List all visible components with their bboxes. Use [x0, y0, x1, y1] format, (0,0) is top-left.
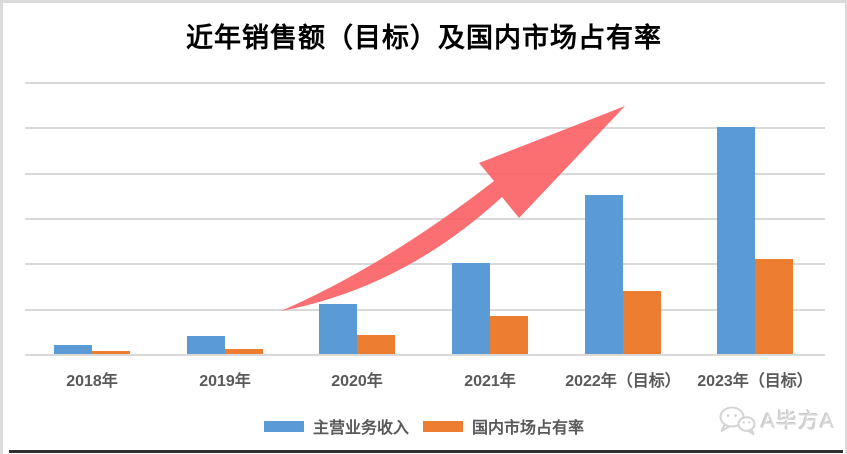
gridline: [25, 82, 825, 84]
bar-revenue-2023: [717, 127, 755, 354]
bar-market-share-2020: [357, 335, 395, 354]
x-axis-line: [25, 354, 825, 356]
chart-title: 近年销售额（目标）及国内市场占有率: [186, 23, 662, 53]
x-axis-label-2022: 2022年（目标）: [565, 373, 681, 390]
chart-plot-area: [25, 82, 825, 356]
legend-swatch: [423, 420, 463, 432]
gridline: [25, 218, 825, 220]
bar-market-share-2018: [92, 351, 130, 354]
watermark-text: A毕方A: [760, 410, 835, 433]
bar-revenue-2019: [187, 336, 225, 354]
gridline: [25, 173, 825, 175]
chart-legend: 主营业务收入 国内市场占有率: [3, 414, 845, 438]
legend-item-market-share: 国内市场占有率: [423, 414, 584, 438]
x-axis-label-2019: 2019年: [199, 373, 251, 390]
gridline: [25, 127, 825, 129]
bar-revenue-2021: [452, 263, 490, 354]
legend-label: 主营业务收入: [312, 420, 409, 437]
gridline: [25, 309, 825, 311]
bottom-border-line: [9, 450, 843, 453]
x-axis-label-2018: 2018年: [66, 373, 118, 390]
wechat-icon: [719, 406, 756, 435]
bar-revenue-2018: [54, 345, 92, 354]
bar-market-share-2022: [623, 291, 661, 354]
legend-label: 国内市场占有率: [472, 420, 585, 437]
gridline: [25, 263, 825, 265]
x-axis-label-2023: 2023年（目标）: [697, 373, 813, 390]
watermark: A毕方A: [718, 405, 835, 435]
bar-market-share-2019: [225, 349, 263, 354]
legend-swatch: [263, 420, 304, 432]
legend-item-revenue: 主营业务收入: [263, 414, 409, 438]
bar-market-share-2021: [490, 316, 528, 354]
bar-revenue-2020: [319, 304, 357, 354]
x-axis-labels: 2018年 2019年 2020年 2021年 2022年（目标） 2023年（目标）: [3, 367, 845, 391]
x-axis-label-2020: 2020年: [331, 373, 383, 390]
bar-revenue-2022: [585, 195, 623, 354]
bar-market-share-2023: [755, 259, 793, 354]
x-axis-label-2021: 2021年: [464, 373, 516, 390]
